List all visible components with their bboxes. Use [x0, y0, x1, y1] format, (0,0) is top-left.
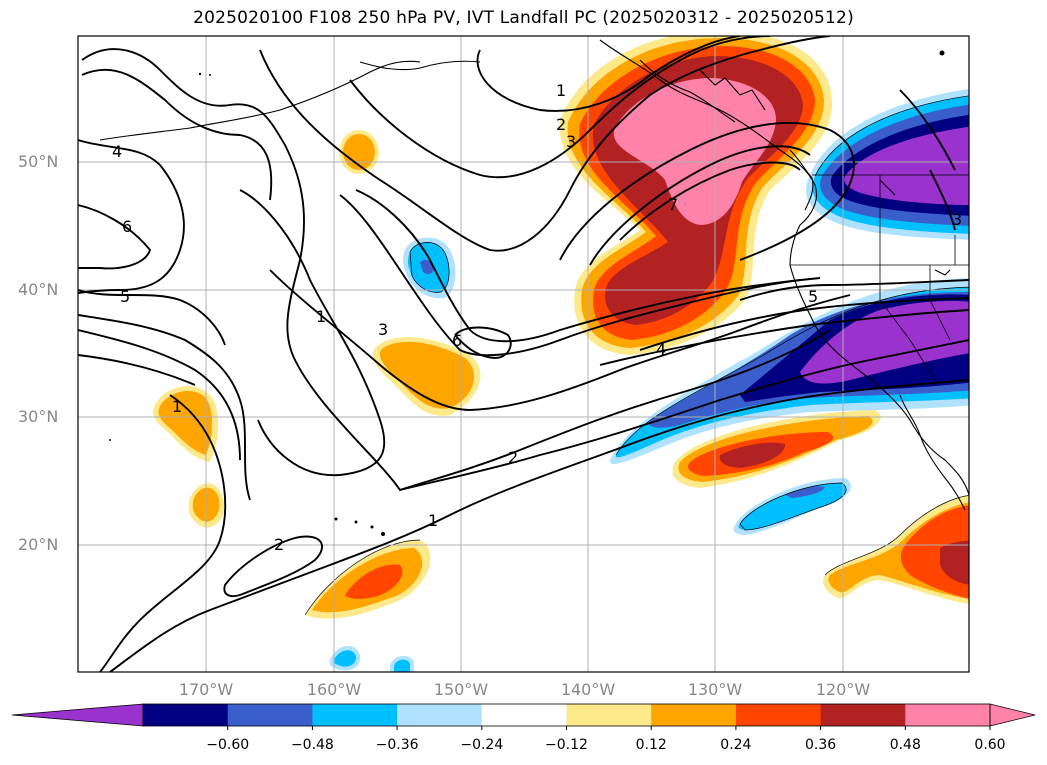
lon-label: 140°W [560, 680, 616, 699]
contour-label: 3 [378, 320, 388, 339]
contour-labels: 1 2 3 4 5 6 7 1 3 6 4 5 2 1 2 1 3 [112, 81, 962, 554]
colorbar-segment [651, 704, 737, 726]
colorbar-label: 0.36 [805, 737, 837, 753]
ivt-contours [78, 36, 969, 672]
colorbar-label: 0.12 [635, 737, 667, 753]
lat-label: 40°N [18, 280, 59, 299]
lon-label: 170°W [178, 680, 234, 699]
colorbar-extend-low [11, 703, 144, 727]
contour-label: 3 [566, 132, 576, 151]
colorbar-label: 0.60 [974, 737, 1006, 753]
graticule [78, 36, 969, 672]
colorbar-label: 0.24 [720, 737, 752, 753]
contour-label: 5 [808, 287, 818, 306]
lon-label: 130°W [687, 680, 743, 699]
pv-negative-fill [329, 88, 969, 672]
contour-label: 2 [274, 535, 284, 554]
colorbar-label: −0.36 [375, 737, 419, 753]
colorbar-segment [905, 704, 991, 726]
contour-label: 3 [952, 210, 962, 229]
contour-label: 1 [316, 307, 326, 326]
colorbar [11, 703, 1036, 730]
coastlines [99, 39, 969, 511]
colorbar-label: −0.24 [460, 737, 504, 753]
colorbar-label: −0.60 [206, 737, 250, 753]
lon-label: 150°W [433, 680, 489, 699]
colorbar-label: −0.48 [290, 737, 334, 753]
colorbar-segment [227, 704, 313, 726]
plot-frame [77, 35, 970, 673]
colorbar-segment [566, 704, 652, 726]
colorbar-label: −0.12 [545, 737, 588, 753]
colorbar-label: 0.48 [889, 737, 921, 753]
lat-label: 30°N [18, 407, 59, 426]
contour-label: 1 [172, 397, 182, 416]
contour-label: 4 [112, 142, 122, 161]
lon-label: 120°W [815, 680, 871, 699]
colorbar-segment [312, 704, 398, 726]
colorbar-extend-high [989, 703, 1036, 727]
contour-label: 5 [120, 287, 130, 306]
colorbar-segment [735, 704, 822, 726]
contour-label: 6 [122, 217, 132, 236]
islands [109, 50, 945, 536]
contour-label: 1 [428, 511, 438, 530]
colorbar-segment [481, 704, 567, 726]
lon-label: 160°W [306, 680, 362, 699]
colorbar-segment [397, 704, 483, 726]
contour-label: 2 [508, 448, 518, 467]
map-title: 2025020100 F108 250 hPa PV, IVT Landfall… [193, 8, 854, 28]
contour-label: 4 [656, 340, 666, 359]
lat-label: 20°N [18, 535, 59, 554]
contour-label: 2 [556, 115, 566, 134]
contour-label: 6 [452, 331, 462, 350]
lat-label: 50°N [18, 152, 59, 171]
colorbar-segment [143, 704, 229, 726]
colorbar-segment [820, 704, 906, 726]
contour-label: 7 [668, 195, 678, 214]
contour-label: 1 [556, 81, 566, 100]
